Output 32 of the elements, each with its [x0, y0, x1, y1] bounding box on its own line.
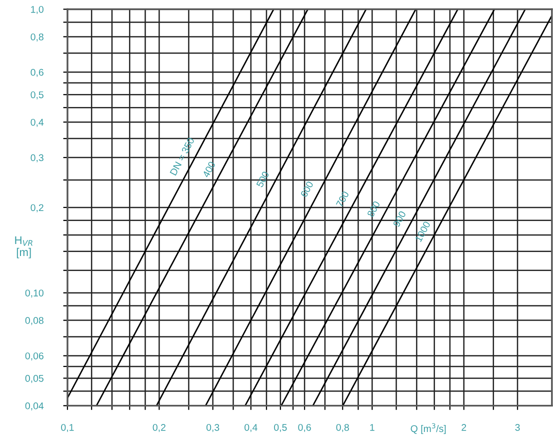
text: 900 [392, 210, 406, 228]
x-tick-label: 3 [515, 424, 520, 431]
y-tick-label: 0,06 [25, 352, 44, 361]
x-tick-label: 0,4 [244, 424, 258, 432]
x-tick-label: 0,5 [274, 424, 287, 432]
y-tick-label: 0,05 [25, 374, 44, 383]
x-tick-label: 1 [370, 424, 374, 431]
y-tick-label: 0,08 [25, 317, 44, 326]
y-tick-label: 0,6 [30, 68, 44, 77]
y-tick-label: 0,10 [25, 290, 44, 298]
x-tick-label: 0,6 [298, 424, 311, 432]
text: 500 [256, 170, 270, 188]
y-tick-label: 0,2 [30, 204, 44, 212]
text: 1000 [414, 220, 431, 242]
x-tick-label: 0,2 [152, 424, 166, 432]
y-tick-label: 0,5 [30, 91, 44, 100]
y-tick-label: 0,3 [30, 154, 44, 162]
x-tick-label: 0,8 [336, 424, 349, 432]
text: 800 [366, 200, 380, 218]
text: DN = 350 [170, 137, 195, 176]
y-tick-label: 1,0 [31, 6, 44, 14]
y-tick-label: 0,4 [30, 118, 44, 127]
x-tick-label: 0,3 [206, 424, 220, 432]
text: 400 [202, 160, 216, 178]
y-tick-label: 0,04 [25, 402, 44, 410]
text: 700 [336, 190, 350, 208]
x-tick-label: 0,1 [61, 424, 74, 432]
x-axis-title: Q [m$^{3}$/s] [410, 423, 446, 434]
y-axis-title: H$_{VR}$ [m] [15, 236, 32, 258]
text: 600 [300, 180, 314, 198]
y-tick-label: 0,8 [30, 33, 44, 42]
x-tick-label: 2 [462, 424, 466, 431]
